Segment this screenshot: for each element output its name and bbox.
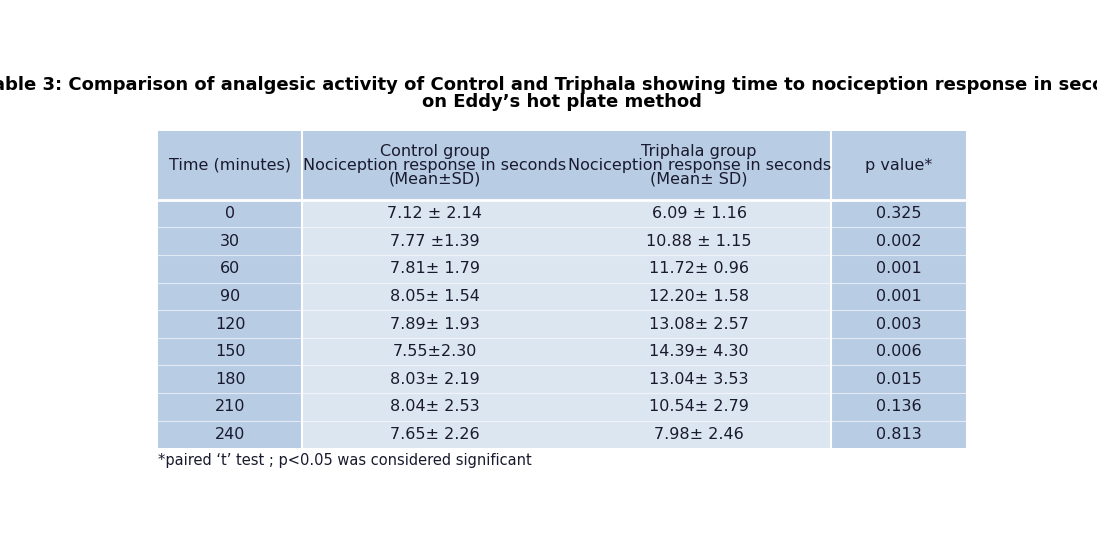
Text: 13.04± 3.53: 13.04± 3.53: [649, 372, 749, 387]
Text: 60: 60: [220, 261, 240, 276]
Text: 210: 210: [215, 400, 246, 414]
Text: 0.136: 0.136: [875, 400, 921, 414]
Text: Time (minutes): Time (minutes): [169, 158, 292, 173]
Text: Nociception response in seconds: Nociception response in seconds: [303, 158, 566, 173]
Text: 0.813: 0.813: [875, 427, 921, 442]
Text: 180: 180: [215, 372, 246, 387]
Text: 8.04± 2.53: 8.04± 2.53: [389, 400, 479, 414]
Text: 7.65± 2.26: 7.65± 2.26: [389, 427, 479, 442]
Text: 7.98± 2.46: 7.98± 2.46: [654, 427, 744, 442]
Text: 6.09 ± 1.16: 6.09 ± 1.16: [652, 206, 747, 221]
Text: 11.72± 0.96: 11.72± 0.96: [649, 261, 749, 276]
Text: 90: 90: [220, 289, 240, 304]
Text: 7.12 ± 2.14: 7.12 ± 2.14: [387, 206, 482, 221]
Text: on Eddy’s hot plate method: on Eddy’s hot plate method: [422, 93, 702, 111]
Text: 8.05± 1.54: 8.05± 1.54: [389, 289, 479, 304]
Text: 10.88 ± 1.15: 10.88 ± 1.15: [646, 233, 751, 249]
Text: 150: 150: [215, 344, 246, 359]
Text: 0.001: 0.001: [875, 261, 921, 276]
Text: p value*: p value*: [866, 158, 932, 173]
Text: 120: 120: [215, 317, 246, 332]
Text: 0.325: 0.325: [877, 206, 921, 221]
FancyBboxPatch shape: [303, 200, 832, 449]
Text: Control group: Control group: [380, 144, 489, 159]
Text: 14.39± 4.30: 14.39± 4.30: [649, 344, 749, 359]
Text: 7.77 ±1.39: 7.77 ±1.39: [389, 233, 479, 249]
Text: (Mean±SD): (Mean±SD): [388, 171, 480, 187]
Text: Triphala group: Triphala group: [642, 144, 757, 159]
Text: 0.003: 0.003: [877, 317, 921, 332]
Text: 7.81± 1.79: 7.81± 1.79: [389, 261, 479, 276]
FancyBboxPatch shape: [158, 131, 966, 449]
Text: Table 3: Comparison of analgesic activity of Control and Triphala showing time t: Table 3: Comparison of analgesic activit…: [0, 76, 1097, 94]
Text: 30: 30: [220, 233, 240, 249]
Text: 7.89± 1.93: 7.89± 1.93: [389, 317, 479, 332]
Text: 0.006: 0.006: [875, 344, 921, 359]
Text: 240: 240: [215, 427, 246, 442]
Text: 7.55±2.30: 7.55±2.30: [393, 344, 477, 359]
Text: 13.08± 2.57: 13.08± 2.57: [649, 317, 749, 332]
Text: 8.03± 2.19: 8.03± 2.19: [389, 372, 479, 387]
Text: 0.001: 0.001: [875, 289, 921, 304]
Text: (Mean± SD): (Mean± SD): [651, 171, 748, 187]
Text: 12.20± 1.58: 12.20± 1.58: [649, 289, 749, 304]
Text: Nociception response in seconds: Nociception response in seconds: [567, 158, 830, 173]
Text: 0.015: 0.015: [875, 372, 921, 387]
Text: 10.54± 2.79: 10.54± 2.79: [649, 400, 749, 414]
Text: *paired ‘t’ test ; p<0.05 was considered significant: *paired ‘t’ test ; p<0.05 was considered…: [158, 453, 532, 468]
Text: 0: 0: [225, 206, 236, 221]
Text: 0.002: 0.002: [875, 233, 921, 249]
